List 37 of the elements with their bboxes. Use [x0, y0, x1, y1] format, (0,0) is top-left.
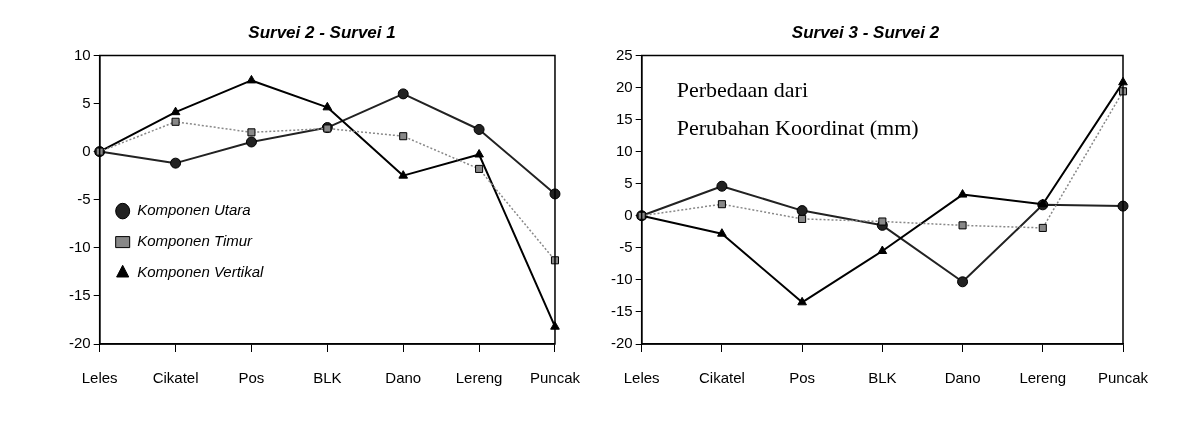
annotation: Perbedaan dari Perubahan Koordinat (mm): [676, 77, 919, 141]
x-tick-label: Leles: [623, 369, 660, 387]
y-tick-label: -5: [77, 189, 91, 207]
x-tick-label: Dano: [385, 369, 422, 387]
y-tick-label: 15: [615, 109, 633, 127]
x-tick-label: Puncak: [1097, 369, 1149, 387]
chart-title: Survei 2 - Survei 1: [248, 22, 396, 42]
chart-title: Survei 3 - Survei 2: [791, 22, 940, 42]
x-tick-label: Lereng: [455, 369, 503, 387]
y-tick-label: 10: [73, 45, 91, 63]
y-tick-label: 25: [615, 45, 633, 63]
y-tick-label: -15: [610, 302, 633, 320]
x-tick-label: Pos: [789, 369, 816, 387]
y-tick-label: -10: [68, 237, 91, 255]
x-tick-label: BLK: [313, 369, 342, 387]
legend-label: Komponen Utara: [137, 201, 251, 219]
y-tick-label: 0: [82, 141, 91, 159]
x-tick-label: Pos: [238, 369, 265, 387]
y-tick-label: -15: [68, 286, 91, 304]
y-tick-label: 10: [615, 141, 633, 159]
y-tick-label: -10: [610, 270, 633, 288]
x-tick-label: Lereng: [1019, 369, 1067, 387]
x-tick-label: Puncak: [529, 369, 581, 387]
y-tick-label: -5: [619, 237, 633, 255]
x-tick-label: Dano: [944, 369, 981, 387]
y-tick-label: 5: [624, 173, 633, 191]
legend-label: Komponen Vertikal: [137, 263, 265, 281]
x-tick-label: Cikatel: [698, 369, 745, 387]
y-tick-label: 0: [624, 205, 633, 223]
y-tick-label: 20: [615, 77, 633, 95]
x-tick-label: Leles: [81, 369, 118, 387]
y-tick-label: -20: [68, 334, 91, 352]
x-tick-label: Cikatel: [152, 369, 199, 387]
x-tick-label: BLK: [868, 369, 897, 387]
y-tick-label: 5: [82, 93, 91, 111]
y-tick-label: -20: [610, 334, 633, 352]
legend-label: Komponen Timur: [137, 232, 254, 250]
